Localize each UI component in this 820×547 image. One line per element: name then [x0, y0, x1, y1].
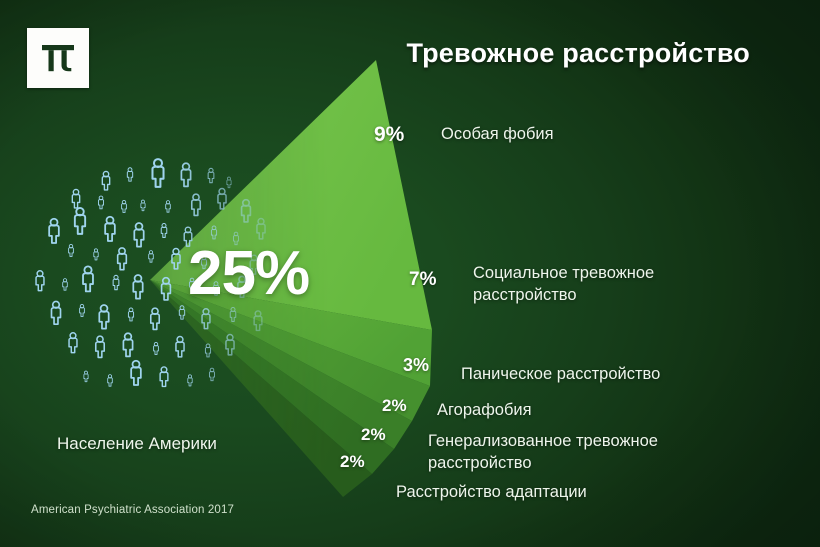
source-attribution: American Psychiatric Association 2017 [31, 504, 235, 516]
total-percentage-value: 25% [188, 239, 310, 308]
slice-label-1: Социальное тревожное расстройство [473, 264, 655, 304]
slice-label-2: Паническое расстройство [461, 365, 661, 383]
population-caption: Население Америки [57, 434, 217, 453]
slice-label-5: Расстройство адаптации [396, 483, 587, 501]
slice-label-3: Агорафобия [437, 401, 532, 419]
slice-value-3: 2% [382, 396, 407, 415]
slice-label-4: Генерализованное тревожное расстройство [428, 432, 658, 472]
pi-glyph-icon [42, 45, 74, 72]
slice-value-1: 7% [409, 269, 437, 290]
page-title: Тревожное расстройство [406, 38, 750, 68]
slice-value-2: 3% [403, 355, 430, 375]
pi-logo[interactable] [27, 28, 89, 88]
slice-value-0: 9% [374, 123, 405, 146]
slice-value-5: 2% [340, 452, 365, 471]
slice-value-4: 2% [361, 425, 386, 444]
slice-label-0: Особая фобия [441, 125, 554, 143]
